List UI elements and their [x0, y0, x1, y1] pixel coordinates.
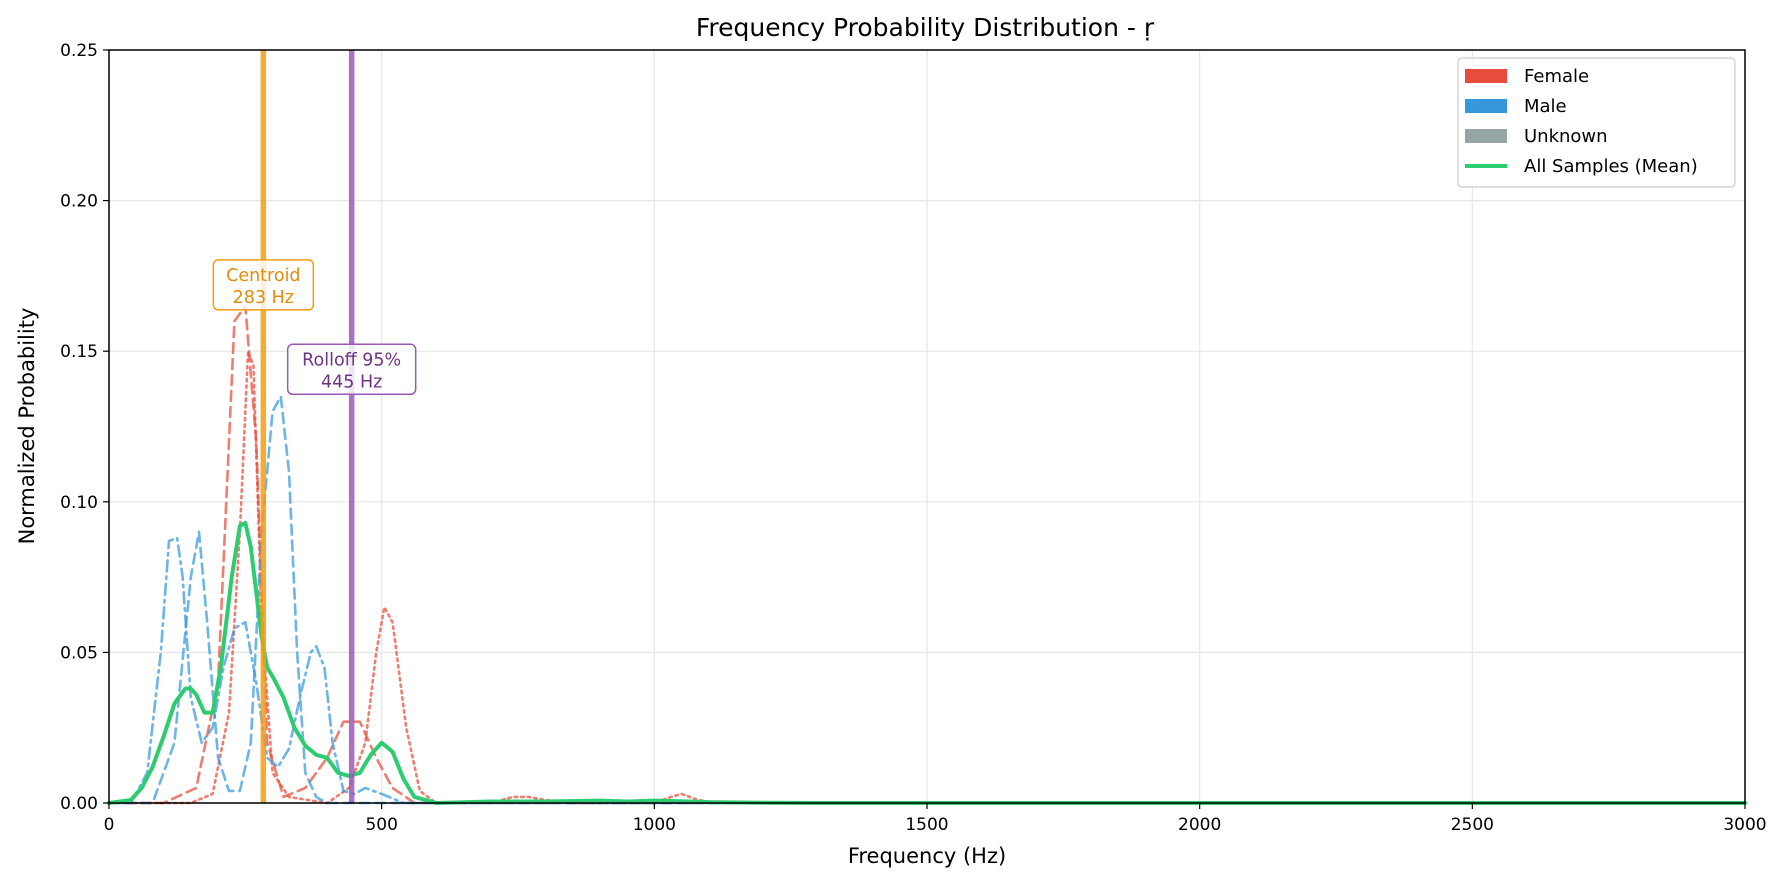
y-tick-label: 0.15: [60, 342, 98, 362]
legend-label: Female: [1524, 66, 1589, 87]
legend-label: Unknown: [1524, 126, 1608, 147]
chart-title: Frequency Probability Distribution - ṛ: [696, 13, 1155, 42]
centroid-label-box: [212, 259, 315, 311]
legend-label: Male: [1524, 96, 1567, 117]
y-axis-label: Normalized Probability: [15, 308, 39, 545]
legend-swatch-unknown: [1465, 129, 1507, 143]
rolloff-label-title: Rolloff 95%: [302, 350, 401, 370]
x-axis-label: Frequency (Hz): [848, 844, 1006, 868]
y-tick-label: 0.00: [60, 794, 98, 814]
x-tick-label: 2500: [1451, 815, 1494, 835]
y-tick-label: 0.05: [60, 643, 98, 663]
y-tick-label: 0.10: [60, 493, 98, 513]
x-tick-label: 1500: [905, 815, 948, 835]
centroid-label-title: Centroid: [226, 266, 300, 286]
y-tick-label: 0.25: [60, 41, 98, 61]
legend-box: [1457, 57, 1736, 188]
y-axis: 0.00 0.05 0.10 0.15 0.20 0.25: [60, 41, 109, 814]
rolloff-label-box: [286, 343, 417, 396]
x-tick-label: 500: [365, 815, 397, 835]
series-line-mean-4: [107, 520, 1747, 805]
legend-label: All Samples (Mean): [1524, 156, 1698, 177]
centroid-label-value: 283 Hz: [233, 288, 294, 308]
rolloff-label-value: 445 Hz: [321, 372, 382, 392]
x-axis: 0 500 1000 1500 2000 2500 3000: [104, 803, 1767, 835]
legend-swatch-female: [1465, 69, 1507, 83]
x-tick-label: 0: [104, 815, 115, 835]
x-tick-label: 2000: [1178, 815, 1221, 835]
legend-swatch-male: [1465, 99, 1507, 113]
x-tick-label: 1000: [633, 815, 676, 835]
y-tick-label: 0.20: [60, 192, 98, 212]
legend: Female Male Unknown All Samples (Mean): [1457, 57, 1736, 188]
x-tick-label: 3000: [1723, 815, 1766, 835]
